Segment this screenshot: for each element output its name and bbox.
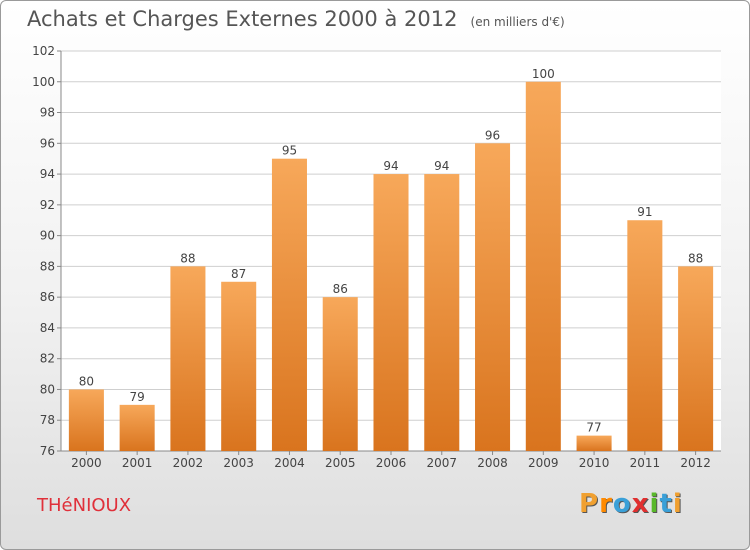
bar-value-label: 87	[231, 267, 246, 281]
bar-value-label: 94	[383, 159, 398, 173]
chart-title-block: Achats et Charges Externes 2000 à 2012 (…	[27, 7, 565, 31]
bar-value-label: 91	[637, 205, 652, 219]
x-tick-label: 2007	[426, 456, 457, 470]
y-tick-label: 92	[40, 198, 55, 212]
x-tick-label: 2006	[376, 456, 407, 470]
x-tick-label: 2010	[579, 456, 610, 470]
bar-value-label: 100	[532, 67, 555, 81]
y-tick-label: 98	[40, 106, 55, 120]
logo-letter: x	[631, 489, 650, 519]
y-tick-label: 82	[40, 352, 55, 366]
x-tick-label: 2004	[274, 456, 305, 470]
bar-value-label: 79	[130, 390, 145, 404]
bar	[221, 281, 257, 451]
y-tick-label: 80	[40, 382, 55, 396]
x-tick-label: 2003	[223, 456, 254, 470]
y-tick-label: 88	[40, 259, 55, 273]
logo-letter: o	[612, 489, 632, 519]
bar-value-label: 95	[282, 144, 297, 158]
y-tick-label: 86	[40, 290, 55, 304]
bar	[424, 174, 460, 452]
logo-letter: i	[649, 489, 660, 519]
logo-letter: t	[659, 489, 673, 519]
bar	[475, 143, 511, 452]
x-tick-label: 2012	[680, 456, 711, 470]
bar-value-label: 94	[434, 159, 449, 173]
y-tick-label: 84	[40, 321, 55, 335]
chart-unit: (en milliers d'€)	[470, 15, 565, 29]
x-tick-label: 2002	[173, 456, 204, 470]
bar-value-label: 80	[79, 374, 94, 388]
bar	[170, 266, 206, 451]
proxiti-logo: Proxiti	[579, 489, 683, 519]
bar	[678, 266, 714, 451]
x-tick-label: 2009	[528, 456, 559, 470]
y-tick-label: 90	[40, 229, 55, 243]
logo-letter: i	[672, 489, 683, 519]
logo-letter: r	[599, 489, 613, 519]
x-tick-label: 2000	[71, 456, 102, 470]
y-tick-label: 76	[40, 444, 55, 458]
bar	[576, 435, 612, 451]
bar	[271, 158, 307, 451]
bar	[322, 297, 358, 451]
bar-value-label: 77	[586, 421, 601, 435]
bar-value-label: 86	[333, 282, 348, 296]
bar	[373, 174, 409, 452]
y-tick-label: 102	[32, 44, 55, 58]
bar-value-label: 88	[180, 251, 195, 265]
y-tick-label: 96	[40, 136, 55, 150]
x-tick-label: 2011	[630, 456, 661, 470]
bar	[525, 81, 561, 452]
bar	[119, 404, 155, 451]
y-tick-label: 100	[32, 75, 55, 89]
x-tick-label: 2005	[325, 456, 356, 470]
bar	[68, 389, 104, 451]
chart-title: Achats et Charges Externes 2000 à 2012	[27, 7, 458, 31]
commune-name: THéNIOUX	[37, 495, 132, 516]
logo-letter: P	[579, 489, 600, 519]
bar-value-label: 88	[688, 251, 703, 265]
y-tick-label: 94	[40, 167, 55, 181]
x-tick-label: 2008	[477, 456, 508, 470]
x-tick-label: 2001	[122, 456, 153, 470]
y-tick-label: 78	[40, 413, 55, 427]
bar	[627, 220, 663, 451]
bar-value-label: 96	[485, 128, 500, 142]
